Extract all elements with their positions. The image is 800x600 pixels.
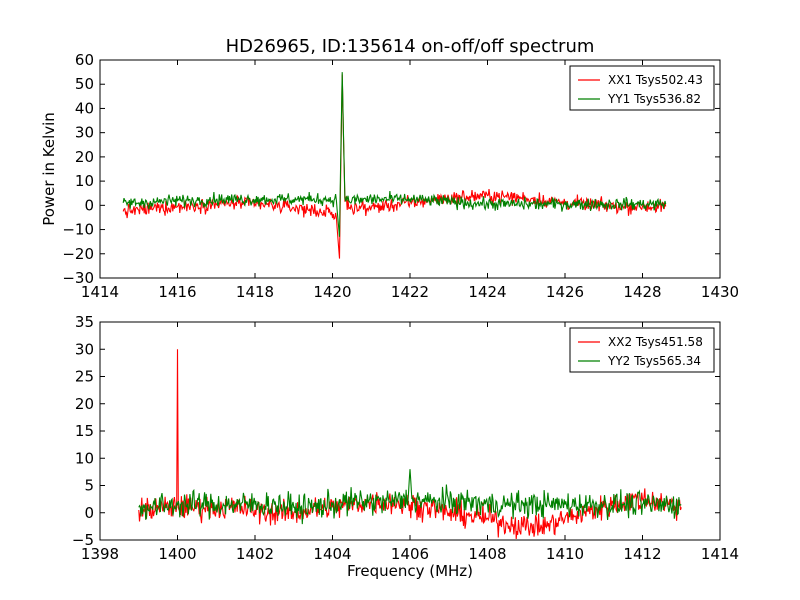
y-tick-label: 35 [75,313,94,331]
series-line-2 [122,72,667,237]
legend: XX2 Tsys451.58 YY2 Tsys565.34 [569,327,715,373]
x-tick-label: 1430 [701,283,739,301]
y-tick-label: 30 [75,124,94,142]
x-tick-label: 1400 [158,545,196,563]
y-tick-label: 20 [75,148,94,166]
x-tick-label: 1412 [623,545,661,563]
x-axis-label: Frequency (MHz) [347,562,473,580]
legend-label: XX1 Tsys502.43 [608,73,703,87]
x-tick-label: 1414 [81,283,119,301]
legend-box [569,327,715,373]
y-tick-label: 30 [75,340,94,358]
y-tick-label: 20 [75,395,94,413]
y-tick-label: −5 [72,531,94,549]
y-tick-label: 10 [75,449,94,467]
legend: XX1 Tsys502.43 YY1 Tsys536.82 [569,65,715,111]
series-line-2 [138,469,682,525]
x-tick-label: 1422 [391,283,429,301]
series-line-1 [122,74,667,259]
legend-box [569,65,715,111]
x-tick-label: 1428 [623,283,661,301]
y-tick-label: 25 [75,368,94,386]
x-tick-label: 1398 [81,545,119,563]
figure-title: HD26965, ID:135614 on-off/off spectrum [226,36,595,57]
x-tick-label: 1420 [313,283,351,301]
x-tick-label: 1416 [158,283,196,301]
y-tick-label: −30 [62,269,94,287]
x-tick-label: 1402 [236,545,274,563]
y-tick-label: −10 [62,221,94,239]
y-tick-label: 50 [75,75,94,93]
x-tick-label: 1410 [546,545,584,563]
y-tick-label: 5 [84,477,94,495]
legend-label: YY2 Tsys565.34 [607,354,701,368]
x-tick-label: 1404 [313,545,351,563]
y-tick-label: 10 [75,172,94,190]
x-tick-label: 1408 [468,545,506,563]
x-tick-label: 1406 [391,545,429,563]
top-panel: 1414 1416 1418 1420 1422 1424 1426 1428 1430 −30 −… [62,51,739,301]
x-tick-label: 1414 [701,545,739,563]
x-tick-label: 1426 [546,283,584,301]
legend-label: XX2 Tsys451.58 [608,335,703,349]
y-tick-label: 60 [75,51,94,69]
y-axis-label: Power in Kelvin [40,112,58,226]
x-tick-label: 1424 [468,283,506,301]
y-tick-label: 0 [84,504,94,522]
bottom-panel: 1398 1400 1402 1404 1406 1408 1410 1412 1414 −5 0 5… [72,313,739,563]
x-tick-label: 1418 [236,283,274,301]
y-tick-label: 15 [75,422,94,440]
y-tick-label: −20 [62,245,94,263]
y-tick-label: 0 [84,196,94,214]
legend-label: YY1 Tsys536.82 [607,92,701,106]
y-tick-label: 40 [75,99,94,117]
